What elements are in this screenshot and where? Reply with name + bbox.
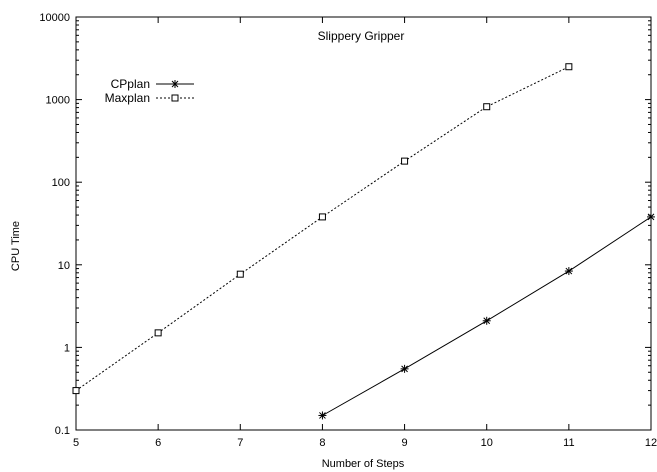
series-layer xyxy=(72,63,655,420)
data-point-cpplan xyxy=(647,212,655,221)
series-maxplan xyxy=(72,63,573,395)
x-tick-label: 9 xyxy=(402,437,408,449)
data-point-cpplan xyxy=(400,364,409,373)
legend-marker-cpplan xyxy=(171,80,179,88)
y-tick-label: 1 xyxy=(64,342,70,354)
data-point-maxplan xyxy=(318,213,326,221)
data-point-maxplan xyxy=(401,157,409,165)
y-tick-label: 1000 xyxy=(46,95,70,107)
data-point-maxplan xyxy=(236,270,244,278)
data-point-maxplan xyxy=(72,387,80,395)
x-tick-label: 11 xyxy=(563,437,574,449)
data-point-cpplan xyxy=(564,267,573,276)
data-point-cpplan xyxy=(482,316,491,325)
axis-ticks: 5 6 7 8 9 10 11 12 0.1 1 10 100 1000 10000 xyxy=(39,12,657,449)
x-tick-label: 5 xyxy=(73,437,79,449)
x-tick-label: 8 xyxy=(319,437,325,449)
x-tick-label: 12 xyxy=(645,437,657,449)
y-tick-label: 100 xyxy=(52,177,70,189)
y-tick-label: 10 xyxy=(58,260,70,272)
series-line-maxplan xyxy=(75,66,570,392)
x-tick-label: 7 xyxy=(237,437,243,449)
series-cpplan xyxy=(318,212,655,420)
legend-label-maxplan: Maxplan xyxy=(105,91,150,105)
legend-label-cpplan: CPplan xyxy=(111,77,150,91)
x-tick-label: 10 xyxy=(481,437,493,449)
data-point-maxplan xyxy=(483,103,491,111)
plot-frame xyxy=(75,16,652,431)
data-point-maxplan xyxy=(565,63,573,71)
y-tick-label: 10000 xyxy=(39,12,70,24)
x-tick-label: 6 xyxy=(155,437,161,449)
y-tick-label: 0.1 xyxy=(55,425,70,437)
data-point-cpplan xyxy=(318,411,327,420)
y-axis-label: CPU Time xyxy=(10,221,22,271)
data-point-maxplan xyxy=(154,329,162,337)
series-line-cpplan xyxy=(322,216,652,416)
x-axis-label: Number of Steps xyxy=(322,458,405,470)
chart-title: Slippery Gripper xyxy=(318,29,405,43)
legend-marker-maxplan xyxy=(171,94,179,102)
